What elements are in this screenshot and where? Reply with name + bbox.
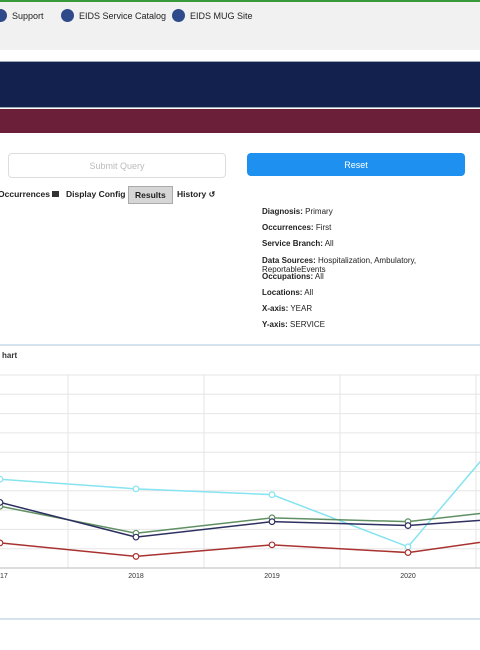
tab-text[interactable]: Occurrences: [0, 189, 50, 199]
summary-item: Data Sources: Hospitalization, Ambulator…: [262, 256, 480, 274]
summary-text: SERVICE: [290, 320, 326, 330]
tab-icon: ↺: [208, 189, 216, 199]
data-point: [0, 498, 4, 506]
summary-item: Occupations: All: [262, 272, 324, 281]
summary-text: Locations:: [262, 288, 303, 297]
summary-item: X-axis: YEAR: [262, 304, 312, 313]
data-point: [0, 539, 4, 547]
chart-title: hart: [2, 351, 17, 360]
tab[interactable]: Occurrences: [0, 186, 65, 202]
data-point: [268, 491, 276, 499]
submit-button[interactable]: Submit Query: [8, 153, 226, 178]
top-bar: [0, 2, 480, 50]
summary-item: Occurrences: First: [262, 223, 331, 232]
summary-text: First: [315, 223, 332, 233]
summary-text: X-axis:: [262, 304, 289, 314]
data-point: [268, 518, 276, 526]
summary-item: Locations: All: [262, 288, 313, 297]
x-tick-label: 2018: [128, 573, 144, 580]
data-point: [132, 553, 140, 560]
summary-item: Diagnosis: Primary: [262, 207, 333, 216]
nav-link[interactable]: EIDS Service Catalog: [61, 9, 166, 22]
summary-text: Hospitalization, Ambulatory, ReportableE…: [262, 255, 417, 274]
data-point: [404, 543, 412, 551]
x-tick-label: 2019: [264, 573, 280, 580]
summary-text: Data Sources:: [262, 255, 316, 265]
nav-link-text[interactable]: EIDS Service Catalog: [79, 10, 167, 21]
summary-text: Diagnosis:: [262, 207, 303, 216]
nav-link[interactable]: Support: [0, 9, 44, 22]
summary-text: Y-axis:: [262, 320, 288, 330]
summary-text: Occupations:: [262, 271, 314, 281]
x-tick-label: 2020: [400, 573, 416, 580]
summary-text: All: [304, 288, 314, 297]
nav-link-text[interactable]: Support: [12, 10, 44, 21]
tab-icon: [52, 191, 60, 197]
summary-text: All: [314, 271, 324, 281]
summary-item: Y-axis: SERVICE: [262, 320, 325, 329]
sub-band: [0, 109, 480, 133]
top-accent: [0, 0, 480, 2]
summary-text: Service Branch:: [262, 239, 323, 249]
data-point: [132, 533, 140, 541]
x-tick-label: 2017: [0, 573, 8, 580]
data-point: [132, 485, 140, 493]
summary-text: All: [324, 239, 334, 249]
tab[interactable]: Display Config: [66, 189, 126, 199]
tab-active[interactable]: Results: [128, 186, 173, 204]
data-point: [268, 541, 276, 549]
tab-text[interactable]: History: [177, 189, 207, 199]
summary-item: Service Branch: All: [262, 239, 334, 248]
summary-text: Primary: [305, 207, 333, 216]
summary-text: Occurrences:: [262, 223, 314, 233]
nav-link-text[interactable]: EIDS MUG Site: [190, 10, 253, 21]
data-point: [0, 475, 4, 483]
nav-link[interactable]: EIDS MUG Site: [172, 9, 253, 22]
data-point: [404, 549, 412, 556]
chart: hart 2017 2018 2019 2020: [0, 351, 480, 580]
data-point: [404, 522, 412, 529]
reset-button[interactable]: Reset: [247, 153, 465, 176]
summary-text: YEAR: [290, 304, 313, 314]
tab[interactable]: History ↺: [171, 186, 221, 202]
header-band: [0, 61, 480, 108]
chart-panel: [0, 344, 480, 620]
